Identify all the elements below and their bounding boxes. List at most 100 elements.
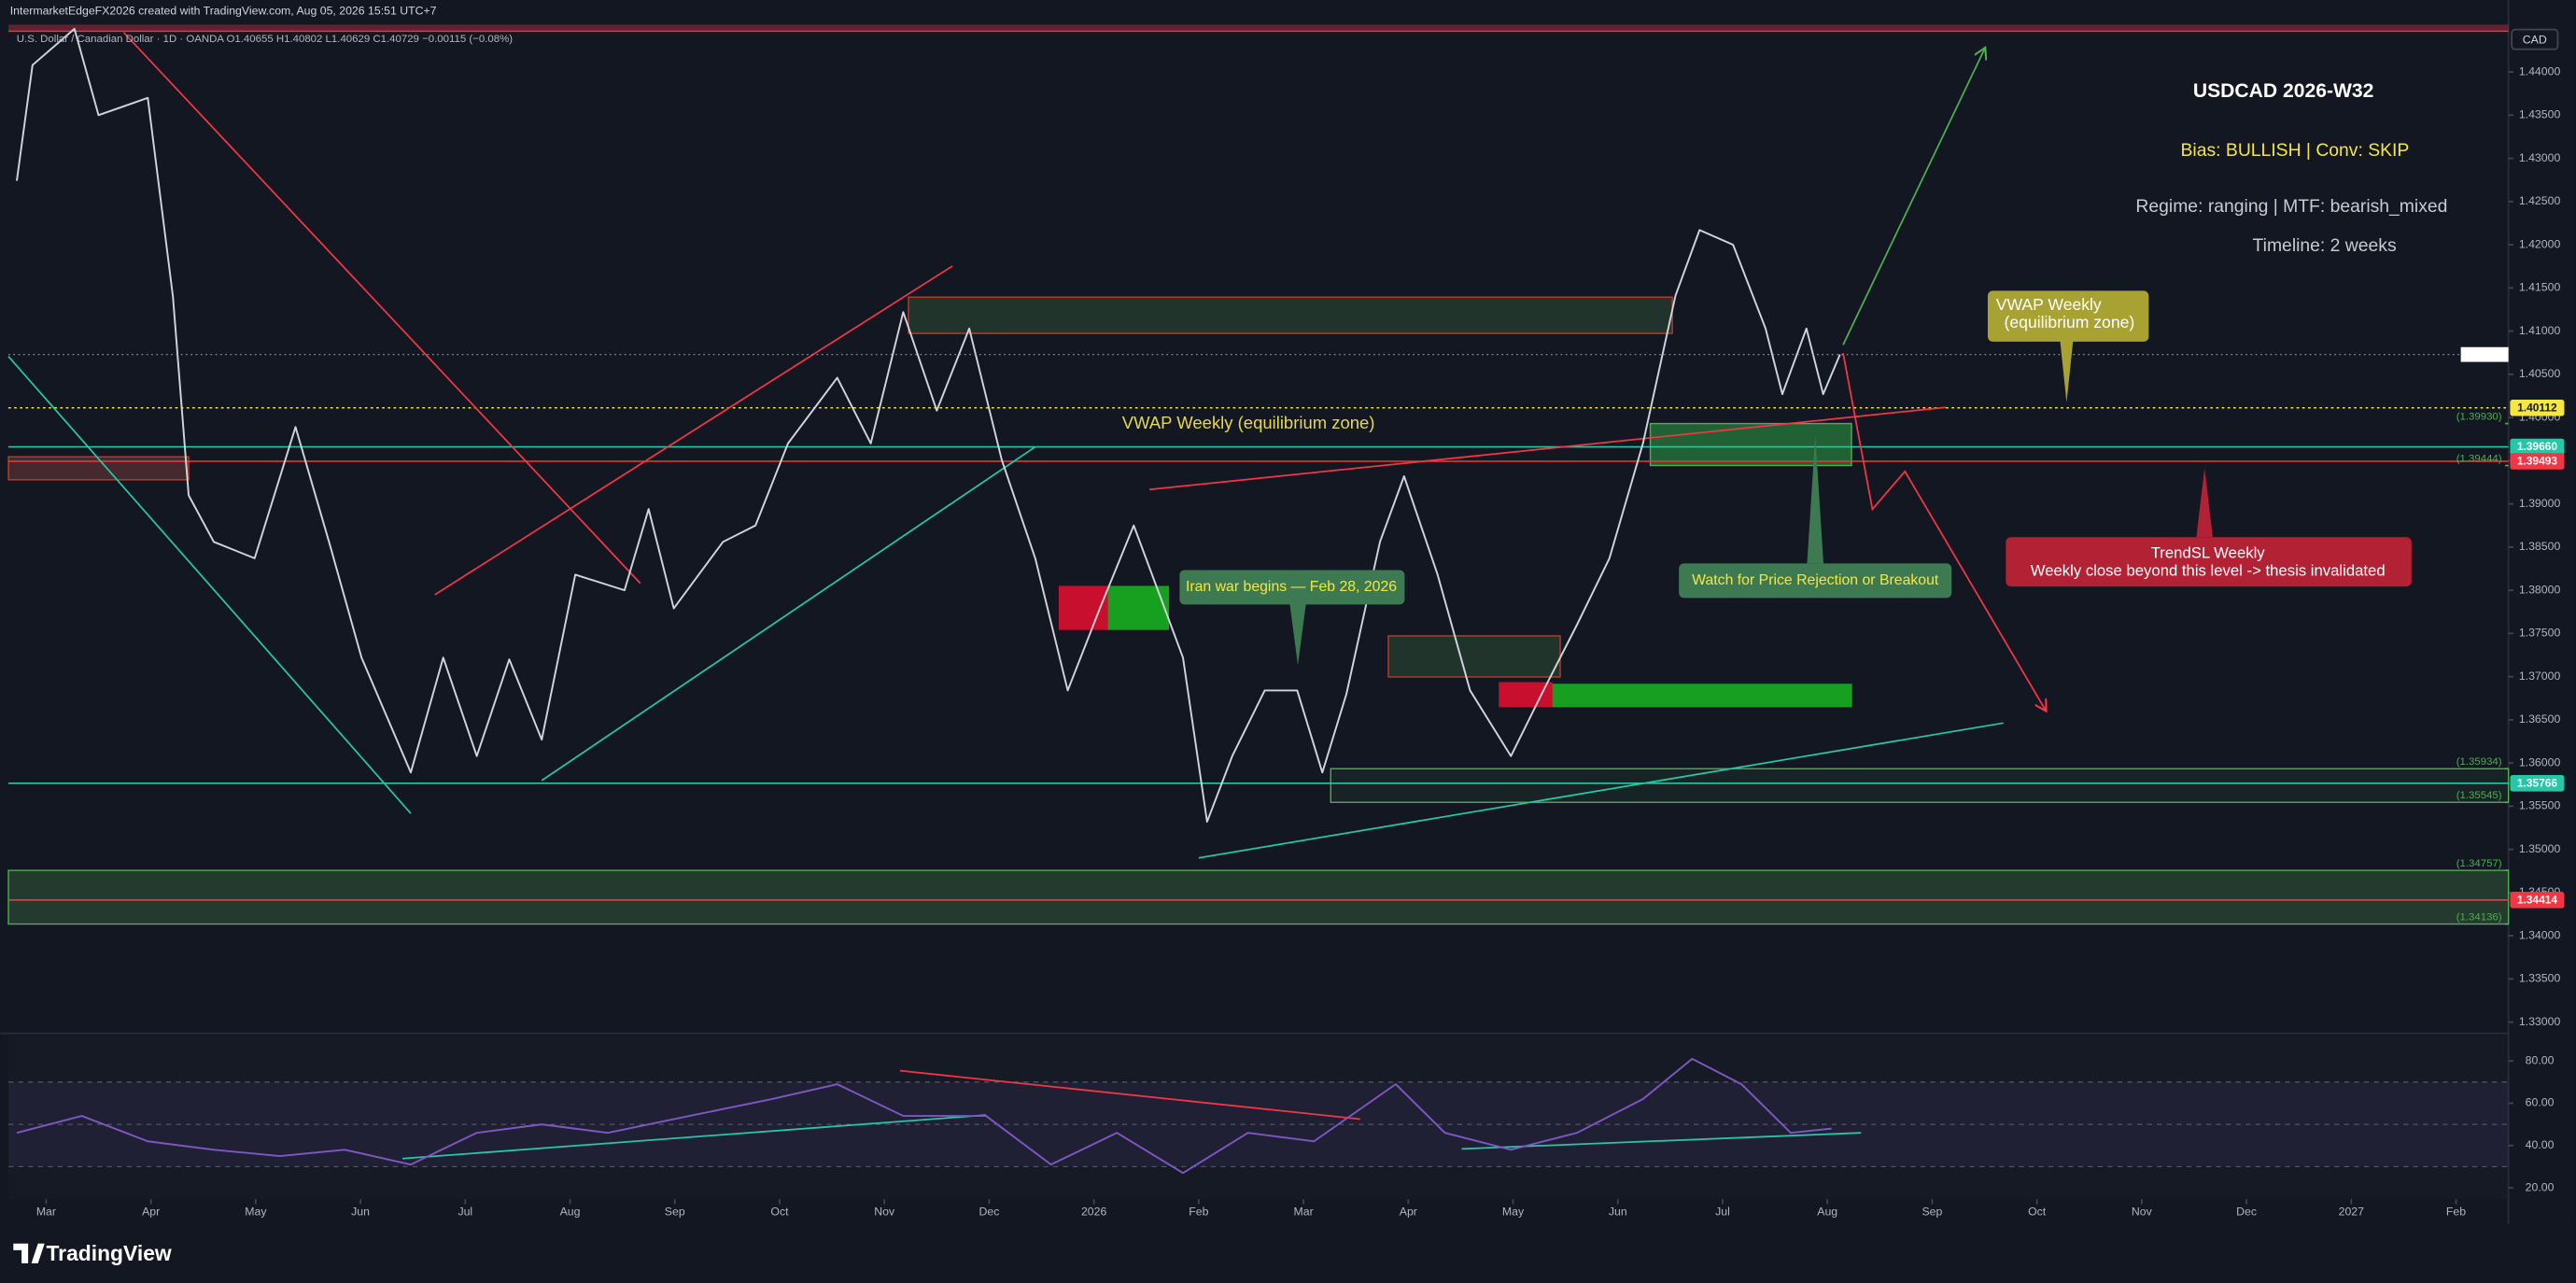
- y-tick-label: 1.43500: [2519, 108, 2561, 121]
- iran-note: Iran war begins — Feb 28, 2026: [1186, 579, 1397, 595]
- y-tick-label: 1.35500: [2519, 799, 2561, 812]
- x-tick-label: 2027: [2339, 1205, 2365, 1219]
- zone-edge-label: (1.39930): [2456, 412, 2502, 423]
- x-tick-label: Jul: [1715, 1205, 1730, 1219]
- price-badge-label: 1.39660: [2517, 440, 2558, 453]
- zone-edge-label: (1.34136): [2456, 912, 2502, 923]
- y-tick-label: 1.41000: [2519, 324, 2561, 337]
- y-tick-label: 1.34000: [2519, 928, 2561, 941]
- y-tick-label: 1.40500: [2519, 367, 2561, 380]
- price-badge-label: 1.39493: [2517, 455, 2558, 468]
- panel-title: USDCAD 2026-W32: [2193, 80, 2374, 102]
- zone-edge-label: (1.35934): [2456, 756, 2502, 768]
- x-tick-label: May: [1502, 1205, 1525, 1219]
- zone: [1058, 585, 1110, 630]
- regime: Regime: ranging | MTF: bearish_mixed: [2135, 196, 2447, 217]
- x-tick-label: 2026: [1081, 1205, 1107, 1219]
- watch-pointer: [1807, 435, 1824, 564]
- x-tick-label: Mar: [1293, 1205, 1313, 1219]
- price-badge-label: 1.40112: [2517, 401, 2557, 414]
- bias: Bias: BULLISH | Conv: SKIP: [2181, 140, 2410, 161]
- x-tick-label: Apr: [142, 1205, 160, 1219]
- trendsl-pointer: [2196, 468, 2213, 538]
- footer: [0, 1223, 2576, 1283]
- y-tick-label: 1.41500: [2519, 281, 2561, 294]
- trend-line: [899, 1069, 1360, 1121]
- y-tick-label: 60.00: [2526, 1096, 2555, 1109]
- last-price-marker: [2460, 346, 2509, 362]
- x-tick-label: Nov: [2132, 1205, 2153, 1219]
- logo-icon: [13, 1243, 45, 1263]
- y-tick-label: 1.36500: [2519, 712, 2561, 726]
- trendsl-line: Weekly close beyond this level -> thesis…: [2031, 562, 2386, 580]
- y-tick-label: 1.39000: [2519, 497, 2561, 510]
- vwap-pointer: [2060, 340, 2074, 403]
- trend-line: [122, 32, 641, 585]
- y-tick-label: 1.36000: [2519, 755, 2561, 768]
- trend-line: [1842, 49, 1985, 345]
- series-line: [16, 1057, 1832, 1175]
- zone: [908, 296, 1673, 334]
- vwap-box-line: VWAP Weekly: [1996, 295, 2102, 314]
- price-badge-label: 1.34414: [2517, 894, 2558, 907]
- vwap-box-line: (equilibrium zone): [2005, 313, 2135, 331]
- zone: [1551, 684, 1852, 708]
- currency[interactable]: CAD: [2523, 33, 2547, 46]
- zone-edge-label: (1.34757): [2456, 858, 2502, 869]
- x-tick-label: Apr: [1400, 1205, 1417, 1219]
- y-tick-label: 1.38000: [2519, 583, 2561, 596]
- y-tick-label: 20.00: [2526, 1180, 2555, 1193]
- price-badge: [2510, 453, 2565, 470]
- zone: [1330, 768, 2510, 803]
- trend-line: [1198, 722, 2004, 859]
- x-tick-label: Feb: [2446, 1205, 2466, 1219]
- iran-pointer: [1289, 602, 1306, 666]
- x-tick-label: Nov: [874, 1205, 895, 1219]
- y-tick-label: 1.33000: [2519, 1015, 2561, 1028]
- series-line: [16, 27, 1841, 824]
- zone-edge-label: (1.35545): [2456, 790, 2502, 801]
- trendsl-line: TrendSL Weekly: [2151, 543, 2266, 561]
- trend-line: [1149, 406, 1947, 491]
- trend-line: [7, 356, 412, 814]
- y-tick-label: 1.43000: [2519, 151, 2561, 164]
- x-tick-label: Feb: [1189, 1205, 1208, 1219]
- zone: [1499, 682, 1553, 708]
- x-tick-label: Oct: [2028, 1205, 2047, 1219]
- attribution: IntermarketEdgeFX2026 created with Tradi…: [10, 5, 437, 18]
- top-band: [8, 24, 2509, 32]
- x-tick-label: Sep: [1921, 1205, 1942, 1219]
- x-tick-label: Sep: [665, 1205, 685, 1219]
- x-tick-label: Oct: [770, 1205, 789, 1219]
- symbol-line: U.S. Dollar / Canadian Dollar · 1D · OAN…: [17, 34, 513, 45]
- zone-edge-label: (1.39444): [2456, 454, 2502, 465]
- price-badge: [2510, 438, 2565, 456]
- x-tick-label: Aug: [1817, 1205, 1837, 1219]
- price-badge-label: 1.35766: [2517, 776, 2558, 789]
- vwap-label: VWAP Weekly (equilibrium zone): [1122, 413, 1375, 432]
- trend-line: [401, 1114, 987, 1160]
- zone: [7, 456, 190, 481]
- price-badge: [2510, 399, 2565, 416]
- x-tick-label: Mar: [36, 1205, 56, 1219]
- price-badge: [2510, 892, 2565, 909]
- trend-line: [1842, 352, 2046, 710]
- zone: [1649, 422, 1852, 467]
- y-tick-label: 1.44000: [2519, 64, 2561, 78]
- trendsl-box: [2006, 537, 2412, 587]
- brand: TradingView: [46, 1241, 171, 1265]
- currency-box[interactable]: [2511, 28, 2559, 50]
- watch-box: [1679, 563, 1952, 599]
- y-tick-label: 1.35000: [2519, 842, 2561, 855]
- y-tick-label: 1.42000: [2519, 237, 2561, 250]
- price-badge: [2510, 774, 2565, 792]
- trend-line: [541, 445, 1036, 782]
- x-tick-label: Aug: [560, 1205, 581, 1219]
- timeline: Timeline: 2 weeks: [2253, 235, 2397, 256]
- x-tick-label: Jun: [1609, 1205, 1627, 1219]
- iran-box: [1179, 570, 1405, 605]
- zone: [1387, 635, 1561, 678]
- y-tick-label: 1.38500: [2519, 540, 2561, 553]
